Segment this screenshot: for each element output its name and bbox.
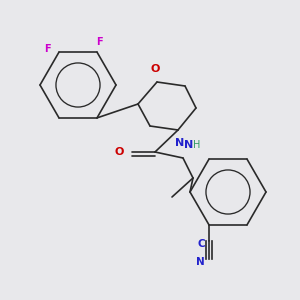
Text: F: F [44,44,51,54]
Text: H: H [193,140,200,150]
Text: N: N [196,257,205,267]
Text: O: O [115,147,124,157]
Text: N: N [184,140,193,150]
Text: C: C [197,239,205,249]
Text: N: N [176,138,184,148]
Text: F: F [96,37,102,47]
Text: O: O [150,64,160,74]
